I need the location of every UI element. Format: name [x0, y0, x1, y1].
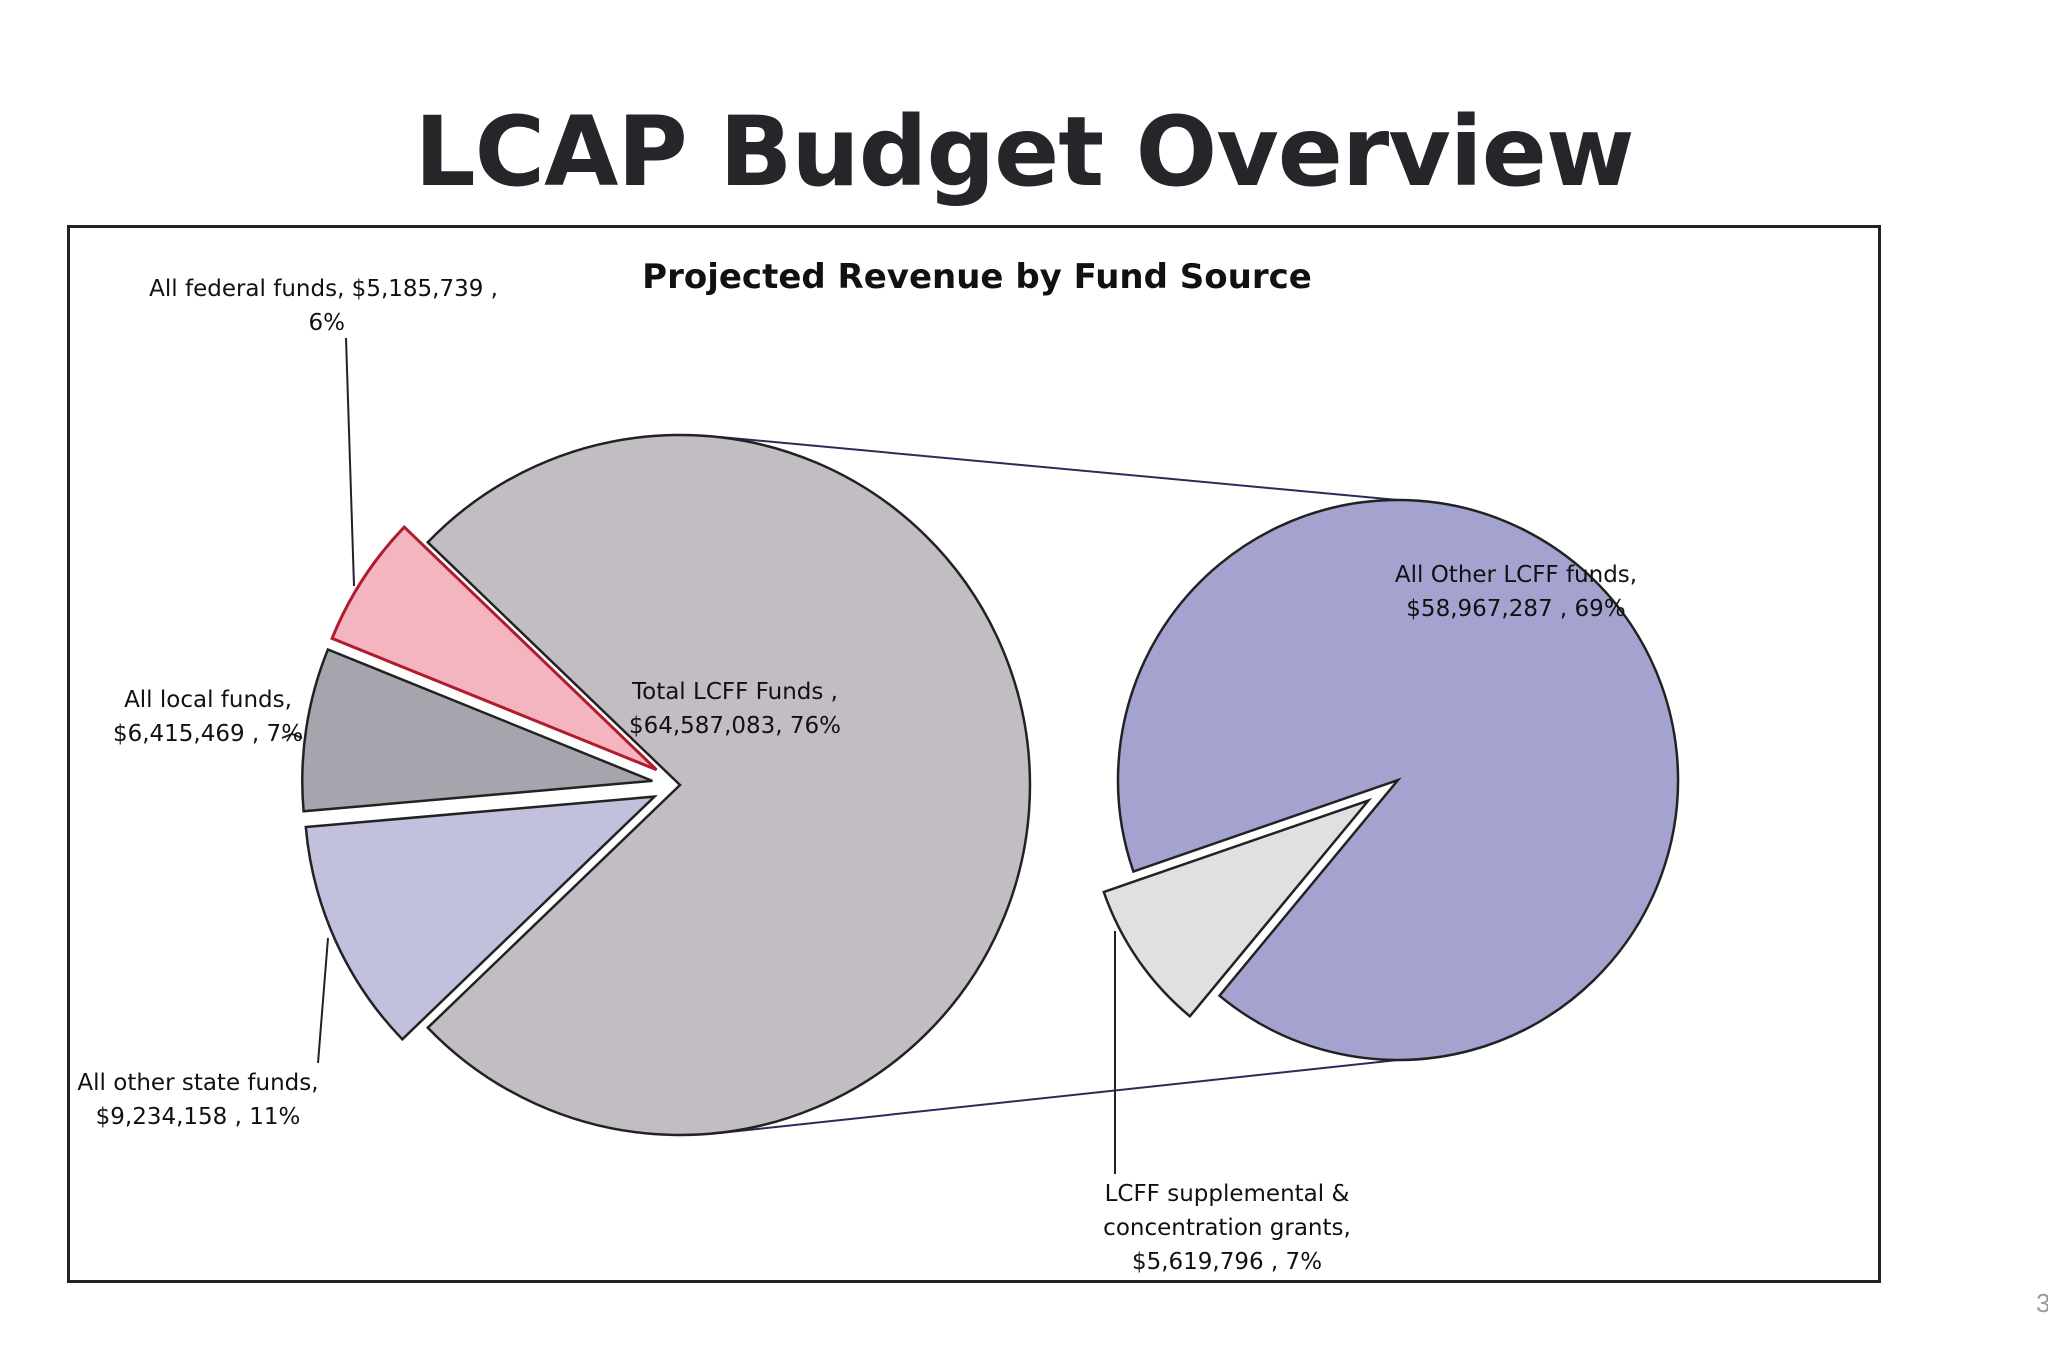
leader-line-federal — [345, 337, 355, 587]
chart-frame: Projected Revenue by Fund Source Total L… — [67, 225, 1881, 1283]
pie-slice-all-federal-funds-5-185-739 — [330, 524, 658, 772]
connector-lines — [719, 436, 1399, 1134]
pie-slice-all-local-funds — [301, 647, 653, 813]
connector-line-bottom — [719, 1059, 1399, 1134]
data-label-lcff-supplemental: LCFF supplemental & concentration grants,… — [1103, 1181, 1351, 1275]
page-number: 3 — [2036, 1288, 2048, 1318]
data-label-all-local-funds: All local funds, $6,415,469 , 7% — [113, 687, 303, 747]
pie-slice-all-other-lcff-funds — [1116, 498, 1680, 1062]
pie-slice-total-lcff-funds — [426, 433, 1032, 1137]
data-label-total-lcff-funds: Total LCFF Funds , $64,587,083, 76% — [629, 679, 841, 739]
pie-slice-lcff-supplemental — [1102, 797, 1373, 1019]
data-label-line: LCFF supplemental & — [1105, 1181, 1350, 1207]
data-label-line: $58,967,287 , 69% — [1406, 596, 1625, 622]
leader-line-local — [281, 732, 303, 739]
data-label-line: Total LCFF Funds , — [631, 679, 838, 705]
secondary-pie — [1102, 498, 1680, 1062]
data-label-line: $6,415,469 , 7% — [113, 721, 303, 747]
data-label-line: $64,587,083, 76% — [629, 713, 841, 739]
data-label-all-federal-funds-5-185-739: All federal funds, $5,185,739 , 6% — [149, 276, 498, 336]
data-label-line: All local funds, — [124, 687, 292, 713]
data-labels: Total LCFF Funds , $64,587,083, 76% All ot… — [77, 276, 1637, 1275]
slide-title: LCAP Budget Overview — [414, 96, 1635, 208]
data-label-line: $5,619,796 , 7% — [1132, 1249, 1322, 1275]
data-label-line: All other state funds, — [77, 1070, 318, 1096]
pie-chart: Projected Revenue by Fund Source Total L… — [77, 257, 1680, 1275]
primary-pie — [301, 433, 1032, 1137]
leader-lines — [281, 337, 1116, 1174]
data-label-line: All federal funds, $5,185,739 , — [149, 276, 498, 302]
chart-title: Projected Revenue by Fund Source — [642, 257, 1312, 297]
data-label-line: All Other LCFF funds, — [1395, 562, 1637, 588]
data-label-line: concentration grants, — [1103, 1215, 1351, 1241]
data-label-all-other-state-funds: All other state funds, $9,234,158 , 11% — [77, 1070, 318, 1130]
data-label-all-other-lcff-funds: All Other LCFF funds, $58,967,287 , 69% — [1395, 562, 1637, 622]
data-label-line: 6% — [309, 310, 346, 336]
connector-line-top — [719, 436, 1399, 501]
pie-slice-all-other-state-funds — [304, 795, 658, 1042]
leader-line-state — [317, 937, 329, 1064]
data-label-line: $9,234,158 , 11% — [96, 1104, 301, 1130]
